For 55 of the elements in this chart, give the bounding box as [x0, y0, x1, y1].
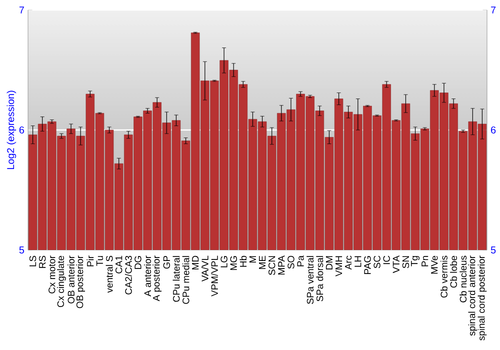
x-tick-label: Pn [422, 256, 428, 266]
x-tick-label: Tg [411, 256, 420, 266]
x-tick-label: Hb [240, 256, 247, 267]
x-tick-label: ME [259, 256, 266, 269]
x-tick-label: Cx cingulate [57, 256, 66, 308]
x-tick-label: Pir [86, 256, 94, 266]
x-tick-label: Tu [96, 256, 104, 266]
x-tick-label: spinal cord posterior [478, 256, 487, 340]
x-tick-label: Cb nucleus [460, 256, 467, 302]
y-axis-title: Log2 (expression) [6, 90, 16, 170]
x-tick-label: MVe [431, 256, 438, 274]
x-tick-label: VTA [392, 255, 400, 274]
x-tick-label: Cx motor [48, 256, 56, 294]
x-tick-label: M [249, 256, 256, 263]
y2-tick-label: 7 [491, 6, 496, 14]
x-tick-label: OB anterior [68, 256, 75, 304]
x-tick-label: LG [220, 256, 228, 268]
x-tick-label: GP [163, 256, 170, 269]
x-tick-label: ventral S [106, 256, 113, 293]
x-tick-label: Arc [345, 256, 352, 270]
x-tick-label: SN [402, 256, 410, 268]
y2-tick-label: 5 [490, 246, 496, 254]
x-tick-label: A anterior [144, 256, 152, 296]
x-tick-label: MG [230, 256, 237, 270]
x-tick-label: SO [288, 256, 294, 269]
x-tick-label: LH [354, 256, 362, 267]
x-tick-label: DG [134, 256, 142, 269]
x-tick-label: CPu lateral [172, 256, 180, 302]
x-tick-label: OB posterior [76, 256, 86, 308]
x-tick-label: Cb vermis [440, 256, 448, 298]
x-tick-label: LS [29, 256, 36, 266]
x-tick-label: spinal cord anterior [468, 256, 478, 336]
x-tick-label: MPA [278, 255, 285, 274]
x-tick-label: CPu medial [182, 256, 190, 304]
x-tick-label: VMH [336, 256, 342, 276]
y-tick-label: 6 [19, 126, 24, 134]
x-tick-label: SPa dorsal [316, 256, 324, 302]
x-tick-label: IC [383, 256, 390, 264]
x-tick-label: SCN [268, 256, 276, 275]
x-tick-label: Pa [297, 255, 304, 266]
x-tick-label: A posterior [152, 256, 162, 302]
x-tick-label: VA/VL [201, 256, 208, 282]
x-tick-label: SPa ventral [306, 256, 314, 304]
x-tick-label: PAG [364, 256, 371, 274]
x-tick-label: CA1 [115, 256, 122, 274]
x-tick-label: MD [192, 256, 199, 270]
y-tick-label: 7 [19, 6, 24, 14]
x-tick-label: DM [326, 256, 332, 270]
x-tick-label: RS [38, 256, 46, 268]
x-tick-label: CA2/CA3 [124, 256, 132, 294]
y2-tick-label: 6 [491, 126, 496, 134]
x-tick-label: VPM/VPL [210, 256, 218, 296]
x-tick-label: Cb lobe [450, 256, 458, 288]
y-tick-label: 5 [19, 246, 24, 254]
x-tick-label: SC [374, 256, 380, 268]
